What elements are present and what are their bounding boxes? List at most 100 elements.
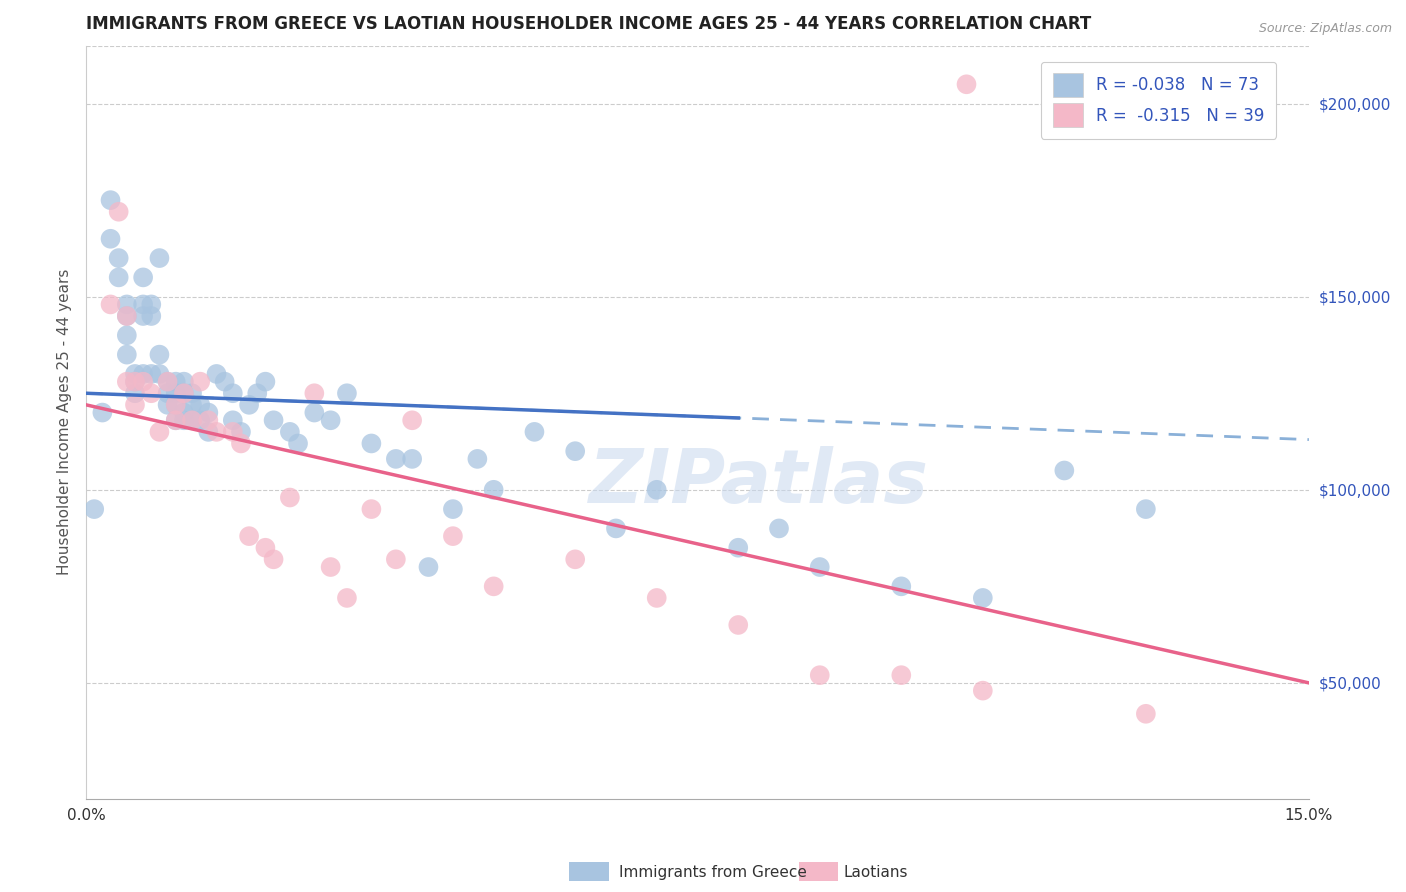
Point [124, 367, 146, 381]
Point [229, 425, 252, 439]
Point [141, 297, 163, 311]
Point [238, 398, 260, 412]
Point [188, 413, 211, 427]
Point [254, 541, 277, 555]
Point [115, 348, 138, 362]
Point [360, 436, 382, 450]
Point [605, 521, 627, 535]
Point [197, 413, 219, 427]
Y-axis label: Householder Income Ages 25 - 44 years: Householder Income Ages 25 - 44 years [58, 269, 72, 575]
Point [115, 309, 138, 323]
Point [156, 398, 179, 412]
Point [173, 386, 195, 401]
Point [165, 413, 187, 427]
Point [278, 491, 301, 505]
Point [197, 406, 219, 420]
Point [181, 398, 204, 412]
Point [141, 309, 163, 323]
Point [418, 560, 440, 574]
Point [254, 375, 277, 389]
Text: IMMIGRANTS FROM GREECE VS LAOTIAN HOUSEHOLDER INCOME AGES 25 - 44 YEARS CORRELAT: IMMIGRANTS FROM GREECE VS LAOTIAN HOUSEH… [86, 15, 1091, 33]
Text: ZIPatlas: ZIPatlas [589, 446, 928, 519]
Text: Laotians: Laotians [844, 865, 908, 880]
Point [173, 375, 195, 389]
Point [1135, 706, 1157, 721]
Point [645, 483, 668, 497]
Point [808, 560, 831, 574]
Point [278, 425, 301, 439]
Point [148, 367, 170, 381]
Point [100, 193, 122, 207]
Point [181, 386, 204, 401]
Point [319, 413, 342, 427]
Point [482, 483, 505, 497]
Point [141, 367, 163, 381]
Point [148, 251, 170, 265]
Point [115, 309, 138, 323]
Point [124, 398, 146, 412]
Point [124, 375, 146, 389]
Point [645, 591, 668, 605]
Point [165, 375, 187, 389]
Point [173, 413, 195, 427]
Point [955, 77, 977, 91]
Point [401, 451, 423, 466]
Point [115, 297, 138, 311]
Point [205, 425, 228, 439]
Point [165, 398, 187, 412]
Point [141, 386, 163, 401]
Point [385, 451, 408, 466]
Point [727, 541, 749, 555]
Point [165, 398, 187, 412]
Point [304, 386, 326, 401]
Point [523, 425, 546, 439]
Text: Immigrants from Greece: Immigrants from Greece [619, 865, 807, 880]
Point [107, 251, 129, 265]
Point [890, 668, 912, 682]
Point [441, 502, 464, 516]
Point [304, 406, 326, 420]
Point [222, 413, 245, 427]
Point [564, 444, 586, 458]
Point [287, 436, 309, 450]
Point [401, 413, 423, 427]
Point [91, 406, 114, 420]
Point [246, 386, 269, 401]
Text: Source: ZipAtlas.com: Source: ZipAtlas.com [1258, 22, 1392, 36]
Point [564, 552, 586, 566]
Point [1053, 463, 1076, 477]
Point [808, 668, 831, 682]
Point [165, 386, 187, 401]
Point [132, 375, 155, 389]
Point [148, 425, 170, 439]
Point [181, 413, 204, 427]
Point [165, 413, 187, 427]
Point [890, 579, 912, 593]
Point [181, 413, 204, 427]
Point [156, 375, 179, 389]
Point [132, 297, 155, 311]
Point [263, 413, 285, 427]
Point [229, 436, 252, 450]
Point [188, 398, 211, 412]
Point [336, 591, 359, 605]
Point [222, 386, 245, 401]
Point [1135, 502, 1157, 516]
Point [132, 367, 155, 381]
Point [132, 309, 155, 323]
Point [173, 386, 195, 401]
Point [768, 521, 790, 535]
Point [188, 375, 211, 389]
Point [385, 552, 408, 566]
Point [214, 375, 236, 389]
Point [107, 270, 129, 285]
Point [972, 591, 994, 605]
Point [222, 425, 245, 439]
Point [319, 560, 342, 574]
Point [115, 328, 138, 343]
Point [727, 618, 749, 632]
Point [115, 375, 138, 389]
Point [972, 683, 994, 698]
Point [124, 386, 146, 401]
Point [107, 204, 129, 219]
